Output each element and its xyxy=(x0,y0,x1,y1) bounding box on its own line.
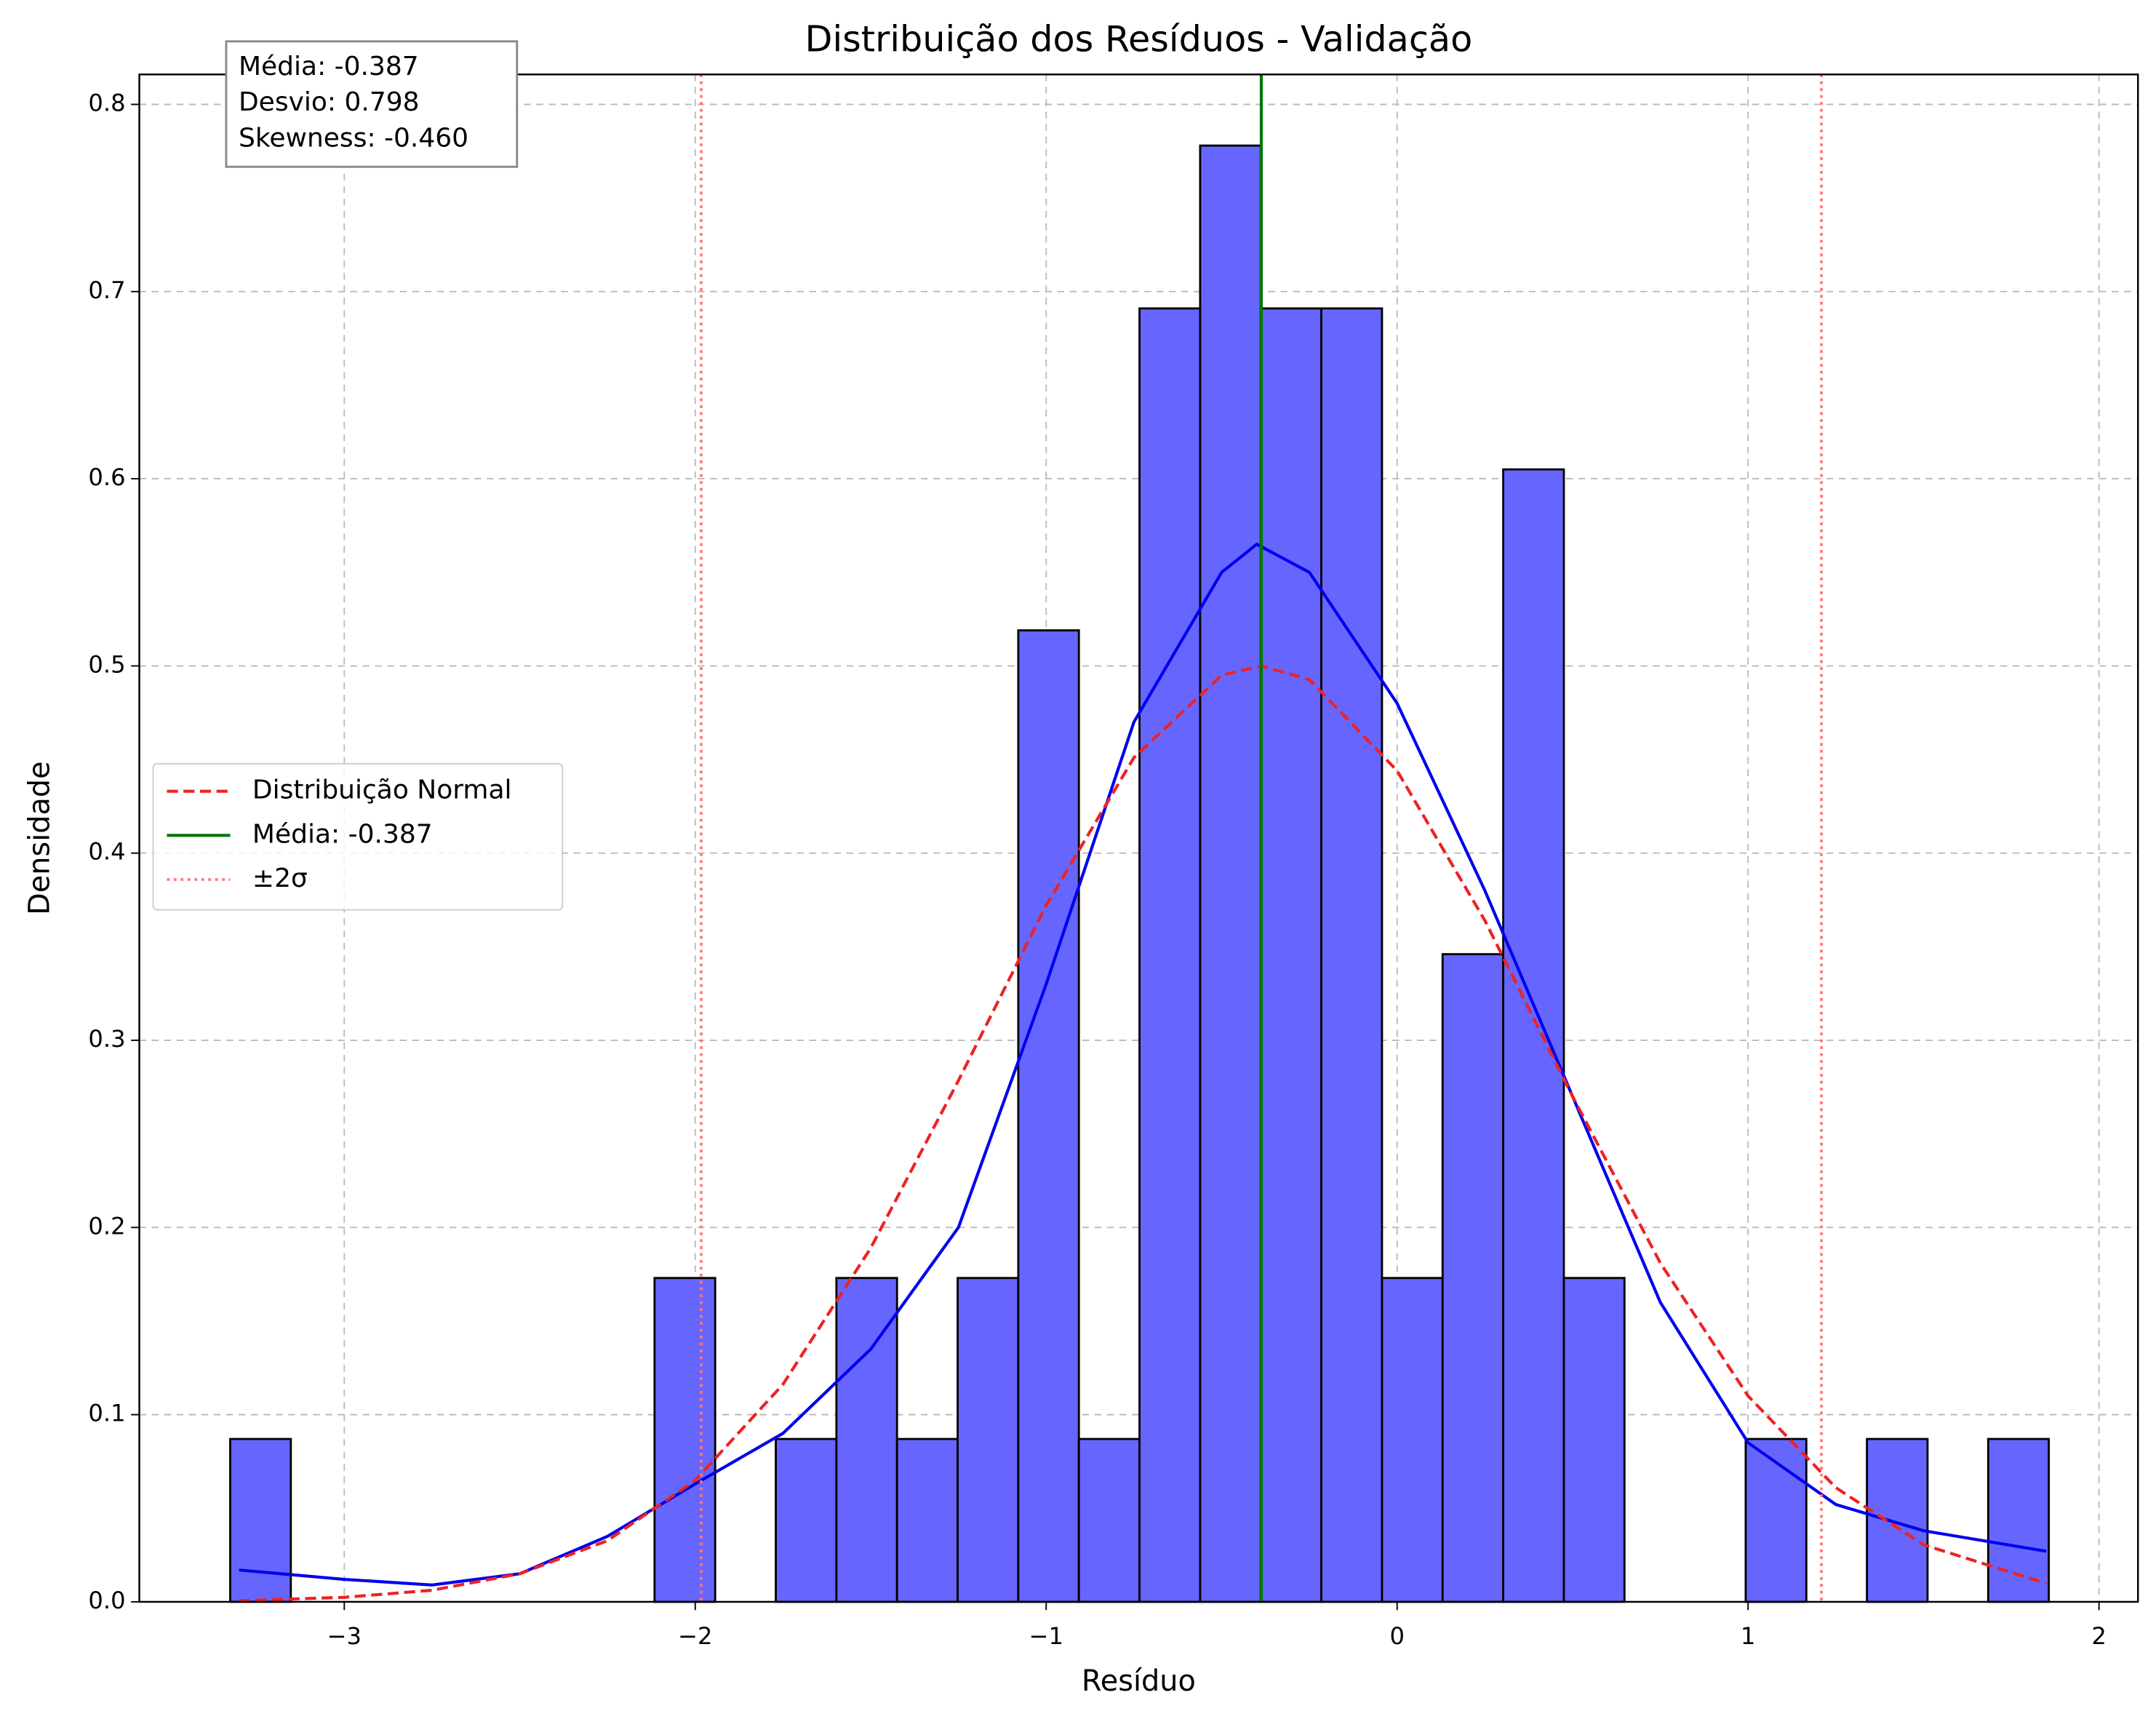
histogram-bar xyxy=(1259,307,1322,1603)
y-tick-label: 0.2 xyxy=(88,1212,125,1240)
kde-line xyxy=(239,542,2047,1587)
histogram-bar xyxy=(957,1277,1020,1603)
histogram-bar xyxy=(653,1277,716,1603)
y-tick-label: 0.8 xyxy=(88,89,125,116)
y-tick-label: 0.1 xyxy=(88,1400,125,1427)
histogram-bar xyxy=(1381,1277,1444,1603)
x-tick-label: −1 xyxy=(1029,1622,1063,1650)
y-tick-label: 0.4 xyxy=(88,838,125,866)
histogram-bar xyxy=(1441,953,1504,1603)
histogram-bar xyxy=(1320,307,1384,1603)
histogram-bar xyxy=(1562,1277,1626,1603)
histogram-bar xyxy=(1077,1437,1141,1603)
y-tick-label: 0.0 xyxy=(88,1587,125,1614)
histogram-bar xyxy=(1199,144,1262,1603)
histogram-bar xyxy=(1138,307,1202,1603)
stats-box xyxy=(225,40,519,168)
stats-text: Desvio: 0.798 xyxy=(239,87,420,117)
chart-title: Distribuição dos Resíduos - Validação xyxy=(805,17,1473,60)
y-tick-label: 0.6 xyxy=(88,463,125,491)
histogram-bar xyxy=(229,1437,292,1603)
histogram-bar xyxy=(775,1437,838,1603)
histogram-bar xyxy=(1017,629,1080,1603)
histogram-bar xyxy=(835,1277,898,1603)
y-axis-label: Densidade xyxy=(23,761,56,914)
stats-text: Média: -0.387 xyxy=(239,52,419,81)
x-tick-label: −3 xyxy=(327,1622,362,1650)
histogram-bar xyxy=(1502,468,1565,1603)
normal-line xyxy=(239,664,2047,1603)
legend-box xyxy=(152,762,564,911)
x-tick-label: −2 xyxy=(678,1622,712,1650)
y-tick-label: 0.7 xyxy=(88,276,125,304)
legend-label: Distribuição Normal xyxy=(252,775,512,805)
histogram-bar xyxy=(1866,1437,1929,1603)
legend-label: ±2σ xyxy=(252,864,308,893)
stats-text: Skewness: -0.460 xyxy=(239,123,468,153)
y-tick-label: 0.3 xyxy=(88,1025,125,1053)
histogram-bar xyxy=(895,1437,959,1603)
plot-frame xyxy=(138,73,2139,1603)
y-tick-label: 0.5 xyxy=(88,650,125,678)
x-axis-label: Resíduo xyxy=(1082,1664,1196,1698)
legend-label: Média: -0.387 xyxy=(252,819,433,849)
x-tick-label: 2 xyxy=(2091,1622,2107,1650)
x-tick-label: 1 xyxy=(1741,1622,1756,1650)
histogram-bar xyxy=(1987,1437,2051,1603)
x-tick-label: 0 xyxy=(1389,1622,1405,1650)
